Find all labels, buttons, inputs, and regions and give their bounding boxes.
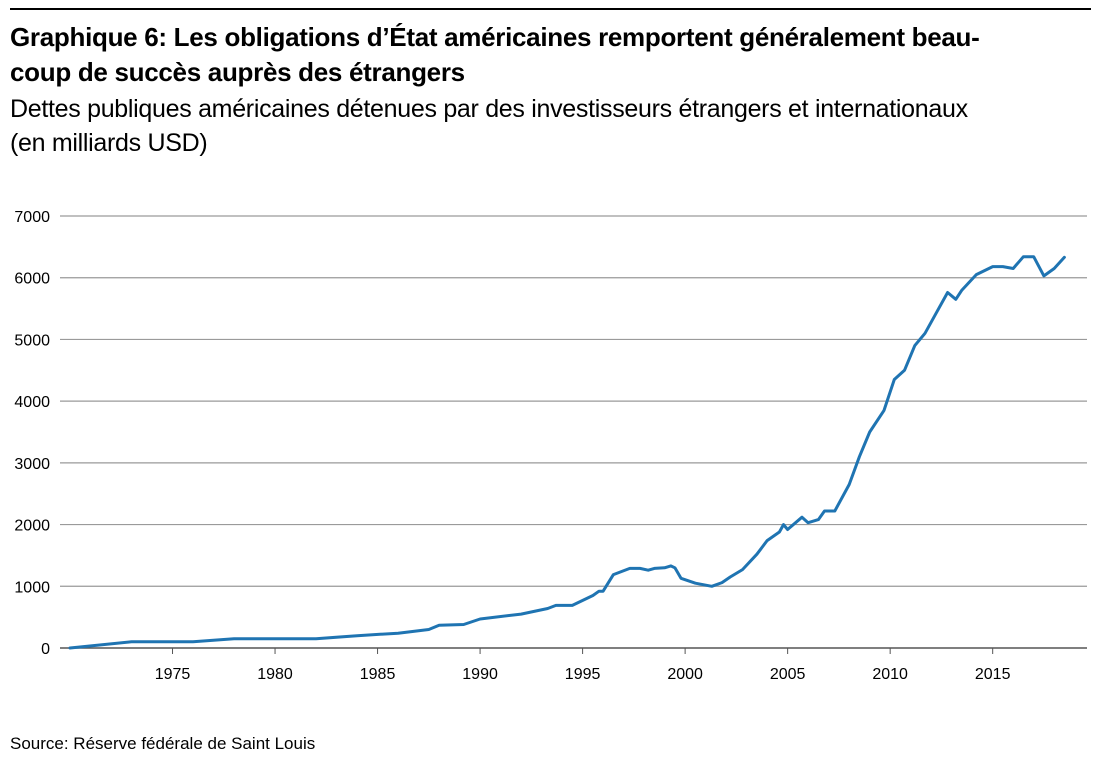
y-tick-label-6000: 6000 bbox=[14, 271, 50, 288]
y-tick-label-4000: 4000 bbox=[14, 394, 50, 411]
x-tick-label-2005: 2005 bbox=[770, 666, 806, 683]
y-tick-label-2000: 2000 bbox=[14, 518, 50, 535]
y-tick-label-0: 0 bbox=[41, 641, 50, 658]
x-tick-label-2015: 2015 bbox=[975, 666, 1011, 683]
series-layer bbox=[68, 255, 1066, 650]
x-tick-label-2000: 2000 bbox=[667, 666, 703, 683]
x-tick-label-1975: 1975 bbox=[155, 666, 191, 683]
y-tick-label-7000: 7000 bbox=[14, 209, 50, 226]
chart-subtitle: Dettes publiques américaines détenues pa… bbox=[10, 95, 968, 157]
grid-lines bbox=[60, 215, 1087, 649]
y-tick-label-3000: 3000 bbox=[14, 456, 50, 473]
x-tick-label-1980: 1980 bbox=[257, 666, 293, 683]
x-tick-label-1995: 1995 bbox=[565, 666, 601, 683]
x-axis-ticks: 1975 1980 1985 1990 1995 2000 2005 2010 2015 bbox=[155, 648, 1011, 683]
y-tick-label-1000: 1000 bbox=[14, 579, 50, 596]
x-tick-label-2010: 2010 bbox=[872, 666, 908, 683]
chart-title: Graphique 6: Les obligations d’État amér… bbox=[10, 22, 980, 87]
source-note: Source: Réserve fédérale de Saint Louis bbox=[10, 734, 316, 753]
y-tick-label-5000: 5000 bbox=[14, 332, 50, 349]
x-tick-label-1985: 1985 bbox=[360, 666, 396, 683]
y-axis-tick-labels: 0 1000 2000 3000 4000 5000 6000 7000 bbox=[14, 209, 50, 658]
top-rule bbox=[10, 8, 1091, 10]
x-tick-label-1990: 1990 bbox=[462, 666, 498, 683]
series-line-0 bbox=[68, 255, 1066, 650]
